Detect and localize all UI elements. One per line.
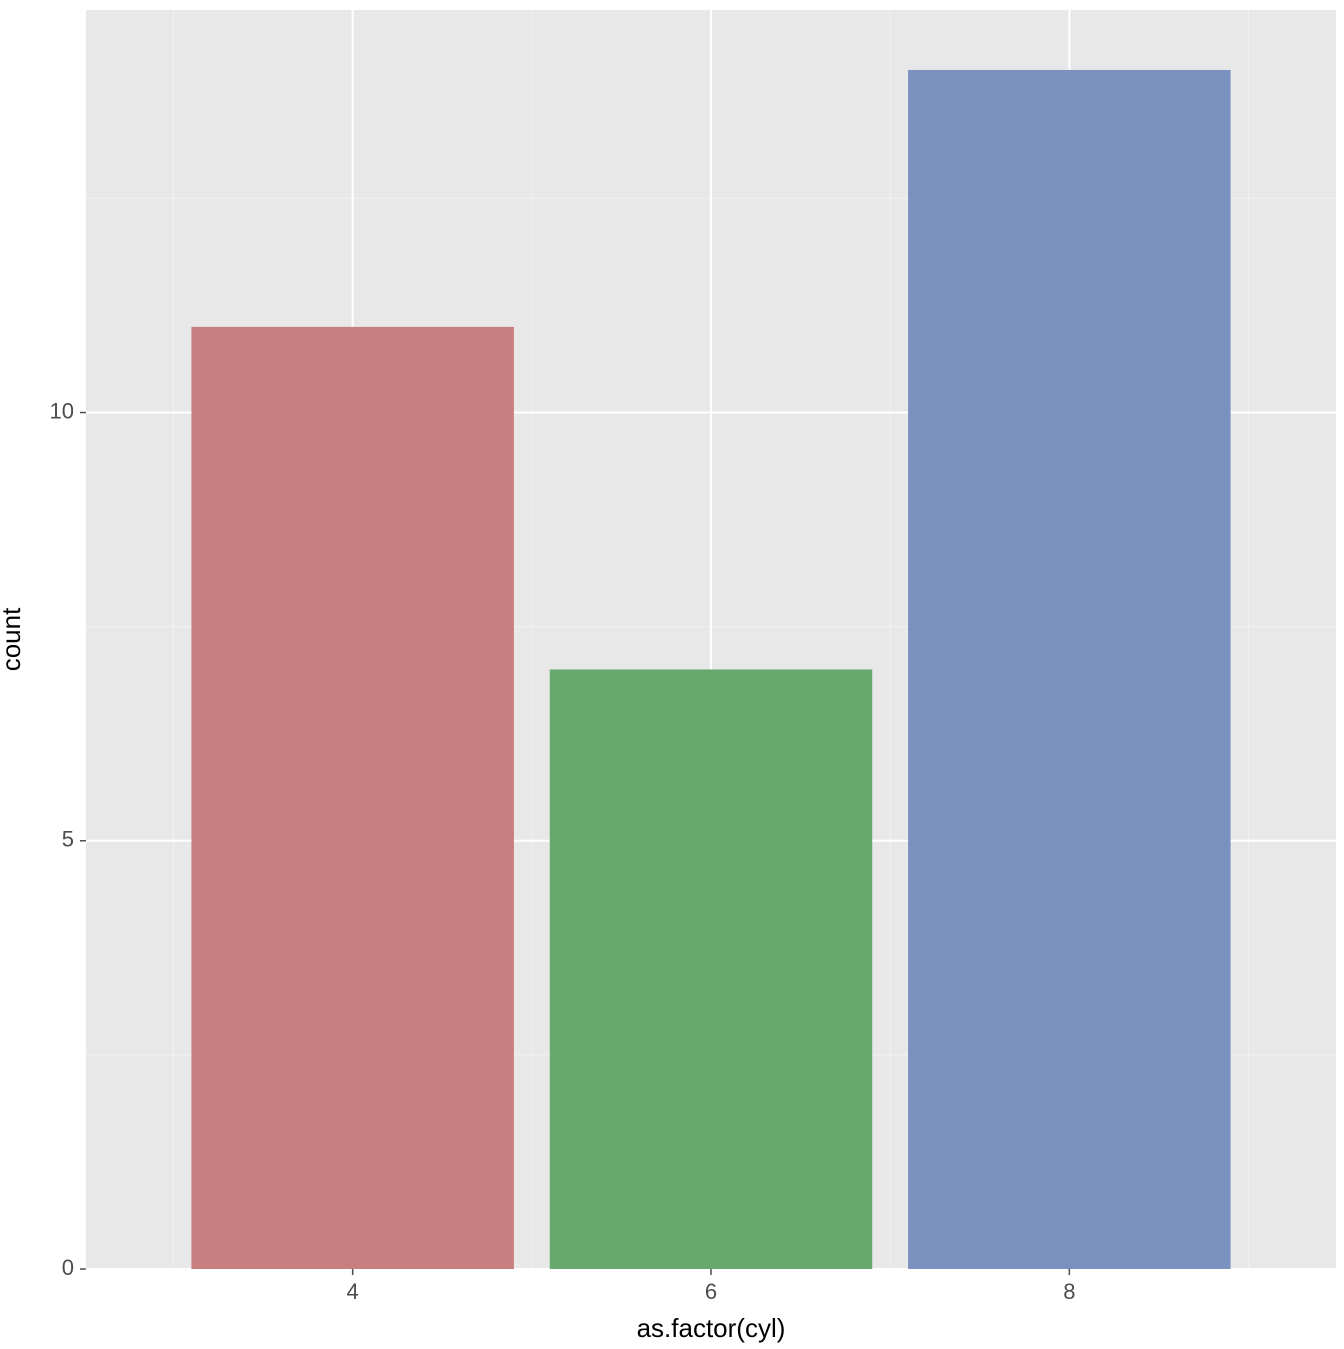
chart-container: 0 5 10 4 6 8 as.factor(cyl) count xyxy=(0,0,1344,1344)
y-tick-label: 5 xyxy=(62,827,74,852)
y-axis-title: count xyxy=(0,607,26,671)
bar xyxy=(191,327,514,1269)
bar xyxy=(550,669,873,1269)
x-tick-label: 4 xyxy=(347,1279,359,1304)
y-tick-label: 10 xyxy=(50,398,74,423)
x-axis-title: as.factor(cyl) xyxy=(637,1313,786,1343)
x-tick-label: 6 xyxy=(705,1279,717,1304)
bar xyxy=(908,70,1230,1269)
y-tick-label: 0 xyxy=(62,1255,74,1280)
x-tick-label: 8 xyxy=(1063,1279,1075,1304)
chart-svg: 0 5 10 4 6 8 as.factor(cyl) count xyxy=(0,0,1344,1344)
